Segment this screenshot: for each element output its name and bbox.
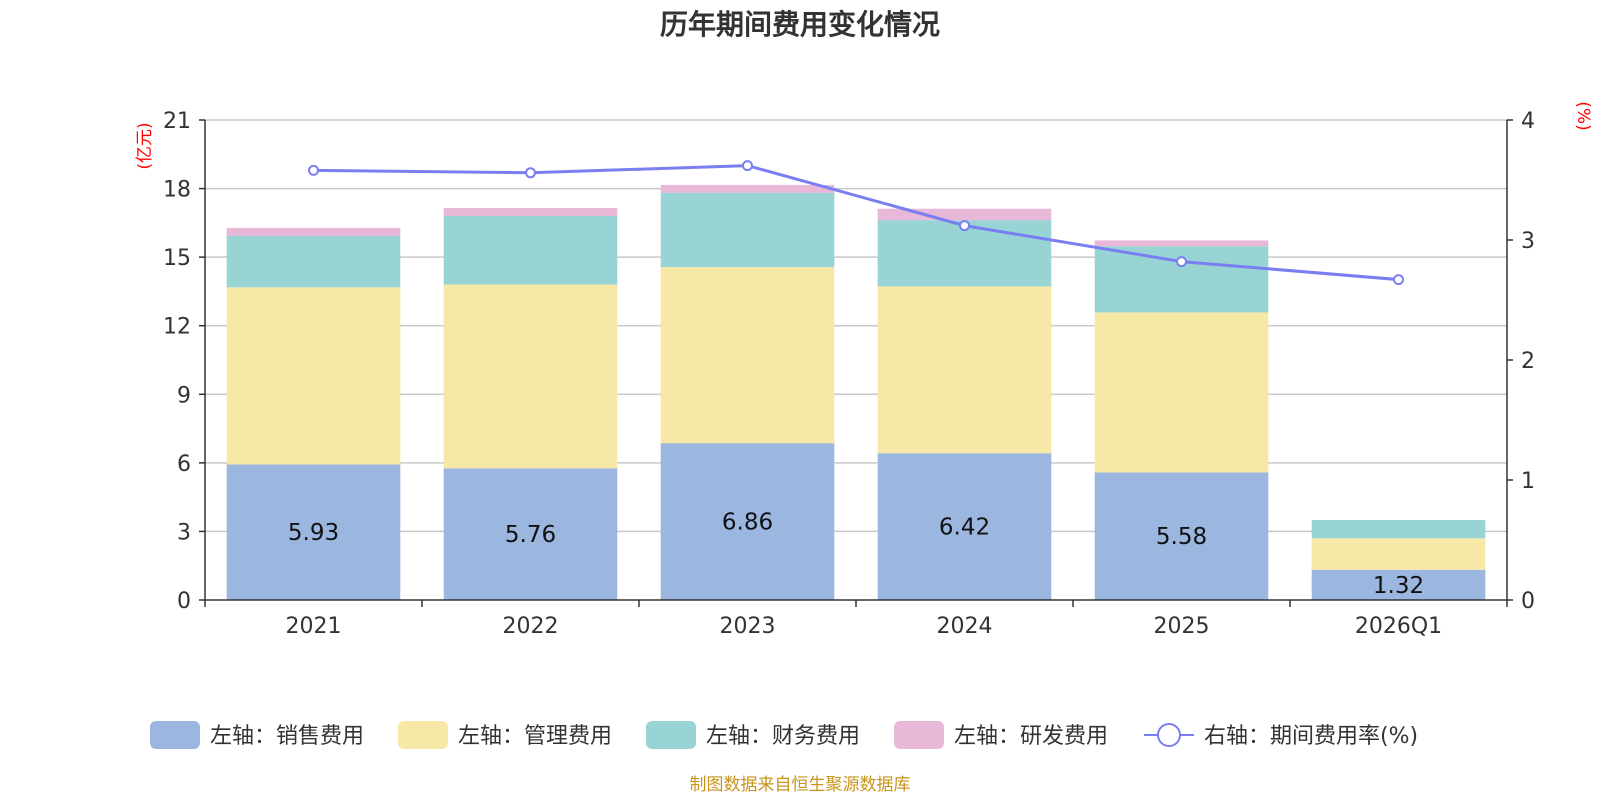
x-tick-label: 2023 (720, 614, 776, 639)
bar-segment (660, 192, 835, 268)
bar-segment (1311, 520, 1486, 539)
legend: 左轴：销售费用 左轴：管理费用 左轴：财务费用 左轴：研发费用 右轴：期间费用率(%) (150, 721, 1418, 749)
rate-point (742, 160, 753, 172)
rate-point (525, 167, 536, 179)
rate-point (959, 220, 970, 232)
bar-value-label: 5.76 (505, 522, 556, 548)
bar-value-label: 5.58 (1156, 524, 1207, 550)
legend-label: 左轴：管理费用 (458, 724, 612, 749)
legend-marker (1157, 723, 1181, 747)
legend-label: 左轴：研发费用 (954, 724, 1108, 749)
legend-label: 左轴：销售费用 (210, 724, 364, 749)
left-tick-label: 9 (177, 383, 191, 408)
line-layer (308, 160, 1404, 286)
rate-line (313, 164, 1399, 282)
bar-segment (877, 220, 1052, 287)
bar-segment (443, 208, 618, 216)
bar-value-label: 1.32 (1373, 573, 1424, 599)
bar-value-label: 6.86 (722, 510, 773, 536)
right-tick-label: 4 (1521, 109, 1535, 134)
right-tick-label: 2 (1521, 349, 1535, 374)
bar-segment (877, 286, 1052, 454)
bar-segment (226, 287, 401, 465)
bar-value-label: 6.42 (939, 515, 990, 541)
x-tick-label: 2026Q1 (1355, 614, 1442, 639)
bar-segment (660, 267, 835, 444)
bar-segment (1094, 240, 1269, 247)
rate-point (308, 164, 319, 176)
left-tick-label: 15 (163, 246, 191, 271)
right-tick-label: 1 (1521, 469, 1535, 494)
bar-segment (1311, 569, 1486, 600)
right-tick-label: 3 (1521, 229, 1535, 254)
left-tick-label: 0 (177, 589, 191, 614)
bar-segment (226, 235, 401, 288)
bar-segment (1094, 312, 1269, 473)
left-tick-label: 18 (163, 178, 191, 203)
bar-label-layer: 5.93 5.76 6.86 6.42 5.58 1.32 (288, 510, 1424, 599)
bar-layer (226, 184, 1486, 600)
right-axis-unit: (%) (1573, 101, 1593, 130)
bar-segment (226, 227, 401, 236)
gridlines (205, 119, 1507, 533)
left-tick-label: 12 (163, 315, 191, 340)
bar-segment (660, 443, 835, 600)
legend-swatch (646, 721, 696, 749)
left-tick-label: 3 (177, 520, 191, 545)
rate-point (1176, 256, 1187, 268)
bar-segment (443, 468, 618, 600)
bar-segment (443, 284, 618, 469)
x-tick-label: 2021 (286, 614, 342, 639)
right-tick-label: 0 (1521, 589, 1535, 614)
bar-segment (1311, 538, 1486, 570)
legend-swatch (398, 721, 448, 749)
bar-segment (226, 464, 401, 600)
chart-title: 历年期间费用变化情况 (660, 8, 940, 41)
left-tick-label: 21 (163, 109, 191, 134)
legend-swatch (894, 721, 944, 749)
source-note: 制图数据来自恒生聚源数据库 (690, 775, 911, 795)
x-tick-label: 2025 (1154, 614, 1210, 639)
left-tick-label: 6 (177, 452, 191, 477)
bar-value-label: 5.93 (288, 520, 339, 546)
bar-segment (877, 208, 1052, 221)
x-tick-label: 2022 (503, 614, 559, 639)
left-axis-unit: (亿元) (135, 122, 155, 169)
legend-swatch (150, 721, 200, 749)
rate-point (1393, 274, 1404, 286)
bar-segment (1094, 472, 1269, 600)
bar-segment (660, 184, 835, 193)
bar-segment (443, 216, 618, 285)
bar-segment (877, 453, 1052, 600)
legend-label: 右轴：期间费用率(%) (1204, 724, 1418, 749)
x-tick-label: 2024 (937, 614, 993, 639)
legend-label: 左轴：财务费用 (706, 724, 860, 749)
